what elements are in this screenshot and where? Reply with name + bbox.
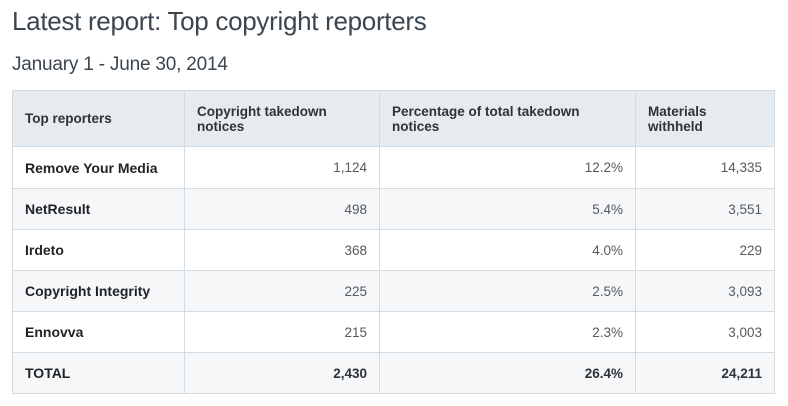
total-label: TOTAL [12,352,185,394]
total-row: TOTAL 2,430 26.4% 24,211 [12,352,775,394]
materials-withheld-cell: 3,093 [635,270,775,312]
table-row: NetResult 498 5.4% 3,551 [12,188,775,230]
top-reporters-table: Top reporters Copyright takedown notices… [12,90,775,394]
header-row: Top reporters Copyright takedown notices… [12,90,775,147]
takedown-notices-cell: 368 [184,229,380,271]
takedown-notices-cell: 1,124 [184,146,380,189]
page-title: Latest report: Top copyright reporters [12,6,427,36]
table-body: Remove Your Media 1,124 12.2% 14,335 Net… [12,146,775,394]
table-row: Irdeto 368 4.0% 229 [12,229,775,271]
table-row: Remove Your Media 1,124 12.2% 14,335 [12,146,775,189]
total-percentage: 26.4% [379,352,636,394]
header-top-reporters: Top reporters [12,90,185,147]
header-takedown-notices: Copyright takedown notices [184,90,380,147]
takedown-notices-cell: 498 [184,188,380,230]
percentage-cell: 2.5% [379,270,636,312]
reporter-name: NetResult [12,188,185,230]
materials-withheld-cell: 229 [635,229,775,271]
percentage-cell: 2.3% [379,311,636,353]
table-header: Top reporters Copyright takedown notices… [12,90,775,147]
header-materials-withheld: Materials withheld [635,90,775,147]
takedown-notices-cell: 225 [184,270,380,312]
reporter-name: Ennovva [12,311,185,353]
percentage-cell: 12.2% [379,146,636,189]
table-row: Copyright Integrity 225 2.5% 3,093 [12,270,775,312]
total-materials-withheld: 24,211 [635,352,775,394]
materials-withheld-cell: 3,551 [635,188,775,230]
report-date-range: January 1 - June 30, 2014 [12,54,228,75]
table-row: Ennovva 215 2.3% 3,003 [12,311,775,353]
percentage-cell: 4.0% [379,229,636,271]
takedown-notices-cell: 215 [184,311,380,353]
materials-withheld-cell: 3,003 [635,311,775,353]
total-takedown-notices: 2,430 [184,352,380,394]
reporter-name: Remove Your Media [12,146,185,189]
materials-withheld-cell: 14,335 [635,146,775,189]
reporter-name: Irdeto [12,229,185,271]
reporter-name: Copyright Integrity [12,270,185,312]
percentage-cell: 5.4% [379,188,636,230]
header-percentage-of-total: Percentage of total takedown notices [379,90,636,147]
